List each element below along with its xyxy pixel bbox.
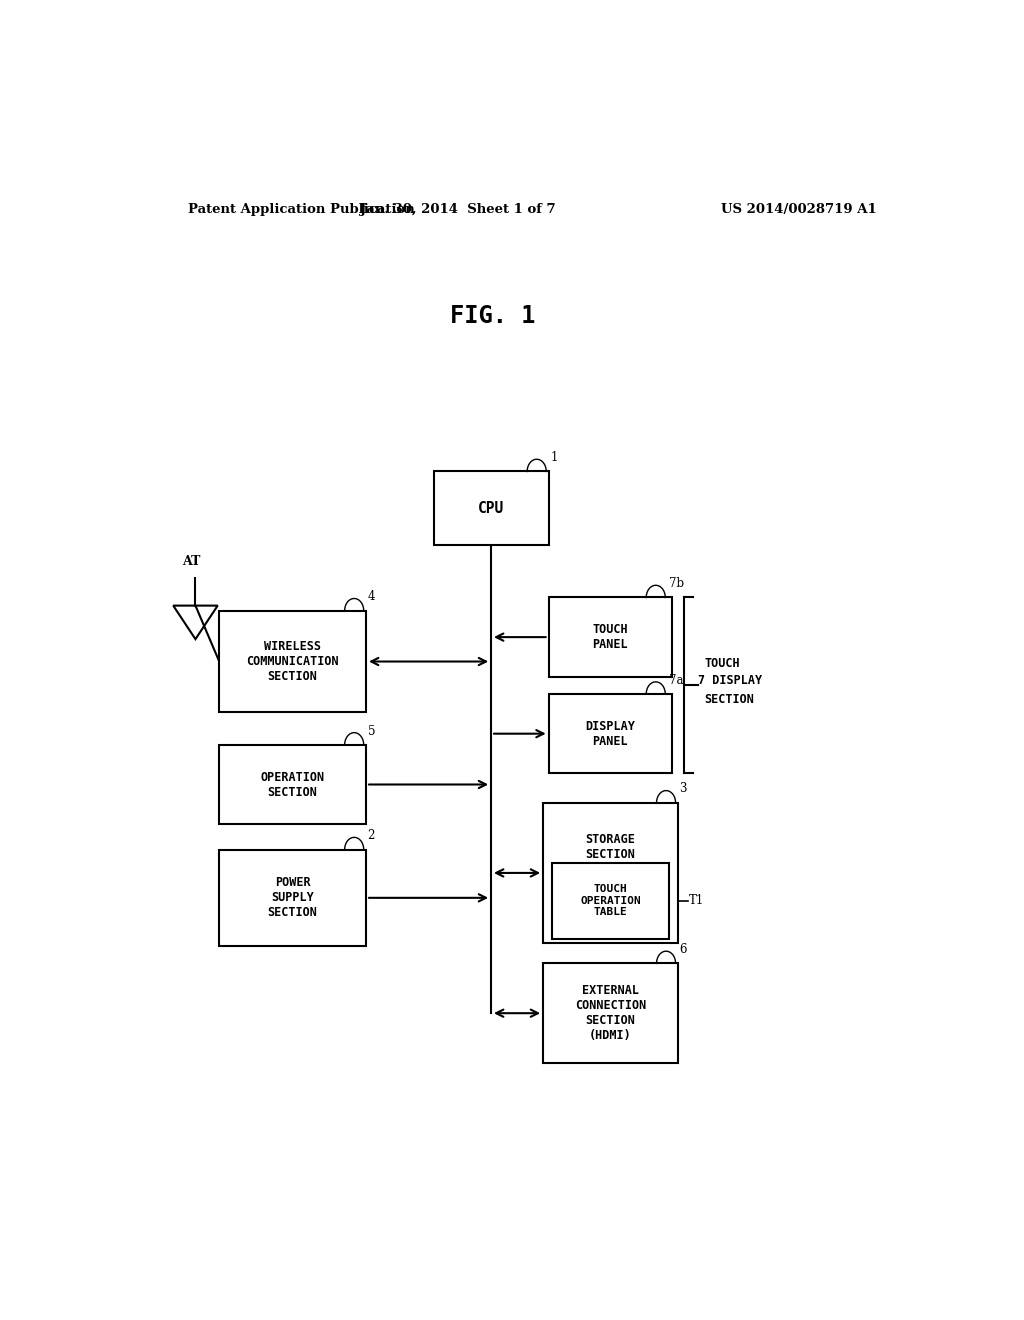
Bar <box>219 744 367 824</box>
Text: 4: 4 <box>368 590 375 603</box>
Bar <box>549 598 672 677</box>
Bar <box>433 471 549 545</box>
Text: POWER
SUPPLY
SECTION: POWER SUPPLY SECTION <box>267 876 317 919</box>
Text: FIG. 1: FIG. 1 <box>451 304 536 327</box>
Text: US 2014/0028719 A1: US 2014/0028719 A1 <box>721 203 877 215</box>
Bar <box>549 694 672 774</box>
Text: Jan. 30, 2014  Sheet 1 of 7: Jan. 30, 2014 Sheet 1 of 7 <box>359 203 555 215</box>
Text: 7 DISPLAY: 7 DISPLAY <box>698 673 762 686</box>
Bar <box>219 850 367 946</box>
Text: SECTION: SECTION <box>705 693 755 706</box>
Text: 2: 2 <box>368 829 375 842</box>
Text: AT: AT <box>182 554 201 568</box>
Bar <box>543 803 678 942</box>
Bar <box>552 863 670 939</box>
Text: EXTERNAL
CONNECTION
SECTION
(HDMI): EXTERNAL CONNECTION SECTION (HDMI) <box>574 985 646 1043</box>
Text: DISPLAY
PANEL: DISPLAY PANEL <box>585 719 635 747</box>
Text: 7b: 7b <box>670 577 684 590</box>
Text: TOUCH
OPERATION
TABLE: TOUCH OPERATION TABLE <box>581 884 641 917</box>
Text: 1: 1 <box>550 451 558 465</box>
Text: WIRELESS
COMMUNICATION
SECTION: WIRELESS COMMUNICATION SECTION <box>247 640 339 682</box>
Text: 5: 5 <box>368 725 375 738</box>
Text: TOUCH: TOUCH <box>705 656 740 669</box>
Bar <box>219 611 367 713</box>
Text: T1: T1 <box>689 895 705 907</box>
Text: TOUCH
PANEL: TOUCH PANEL <box>592 623 628 651</box>
Text: 7a: 7a <box>670 673 684 686</box>
Text: STORAGE
SECTION: STORAGE SECTION <box>586 833 636 861</box>
Text: 3: 3 <box>680 783 687 796</box>
Bar <box>543 964 678 1063</box>
Text: OPERATION
SECTION: OPERATION SECTION <box>261 771 325 799</box>
Text: CPU: CPU <box>478 500 504 516</box>
Text: 6: 6 <box>680 942 687 956</box>
Text: Patent Application Publication: Patent Application Publication <box>187 203 415 215</box>
